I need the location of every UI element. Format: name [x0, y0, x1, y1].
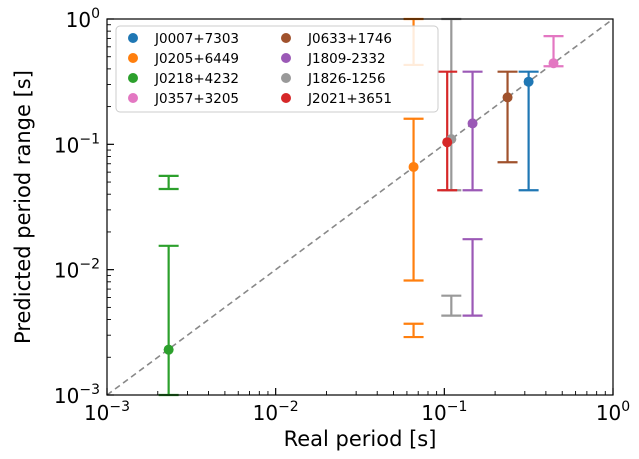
- y-axis-label: Predicted period range [s]: [11, 70, 35, 344]
- y-tick-label: 10−2: [54, 257, 100, 283]
- legend-label: J0633+1746: [307, 31, 392, 47]
- errorbar: [518, 70, 539, 192]
- y-tick-label: 10−1: [54, 131, 100, 157]
- legend-marker: [281, 53, 291, 63]
- axis-layer: 10−3 10−2 10−1 100 10−3 10−2 10−1 100: [54, 6, 630, 425]
- x-tick-label: 10−3: [84, 399, 130, 425]
- errorbar: [403, 322, 424, 339]
- errorbar: [158, 174, 179, 191]
- data-point: [548, 58, 559, 69]
- legend-entry: J1809-2332: [281, 51, 386, 67]
- x-tick-label: 10−1: [421, 399, 467, 425]
- legend-entry: J0007+7303: [128, 31, 239, 47]
- legend-box: [115, 25, 439, 113]
- errorbar: [437, 70, 458, 192]
- data-point: [502, 92, 513, 103]
- y-tick-label: 100: [66, 6, 100, 32]
- legend-marker: [281, 73, 291, 83]
- errorbar: [497, 70, 518, 164]
- x-tick-label: 10−2: [253, 399, 299, 425]
- legend-label: J0218+4232: [154, 71, 239, 87]
- legend-label: J2021+3651: [307, 91, 392, 107]
- data-point: [523, 76, 534, 87]
- legend-entry: J0205+6449: [128, 51, 239, 67]
- legend-label: J1826-1256: [307, 71, 386, 87]
- errorbar: [158, 244, 179, 397]
- legend-entry: J2021+3651: [281, 91, 392, 107]
- legend-entry: J0218+4232: [128, 71, 239, 87]
- errorbar: [403, 117, 424, 282]
- legend-label: J1809-2332: [307, 51, 386, 67]
- legend-marker: [128, 53, 138, 63]
- legend-marker: [281, 33, 291, 43]
- legend-entry: J0357+3205: [128, 91, 239, 107]
- legend: J0007+7303 J0205+6449 J0218+4232 J0357+3205…: [115, 25, 439, 113]
- legend-label: J0007+7303: [154, 31, 239, 47]
- x-axis-label: Real period [s]: [284, 427, 437, 451]
- legend-label: J0357+3205: [154, 91, 239, 107]
- x-tick-label: 100: [596, 399, 630, 425]
- point-layer: [163, 58, 559, 355]
- y-tick-label: 10−3: [54, 382, 100, 408]
- legend-marker: [128, 73, 138, 83]
- data-point: [408, 161, 419, 172]
- legend-label: J0205+6449: [154, 51, 239, 67]
- legend-marker: [128, 33, 138, 43]
- legend-entry: J0633+1746: [281, 31, 392, 47]
- errorbar: [441, 294, 462, 317]
- errorbar: [441, 17, 462, 192]
- data-point: [467, 118, 478, 129]
- legend-marker: [128, 93, 138, 103]
- legend-entry: J1826-1256: [281, 71, 386, 87]
- errorbar: [462, 238, 483, 317]
- data-point: [442, 137, 453, 148]
- plot-frame: [106, 18, 614, 396]
- legend-marker: [281, 93, 291, 103]
- errorbar: [462, 70, 483, 192]
- data-point: [163, 344, 174, 355]
